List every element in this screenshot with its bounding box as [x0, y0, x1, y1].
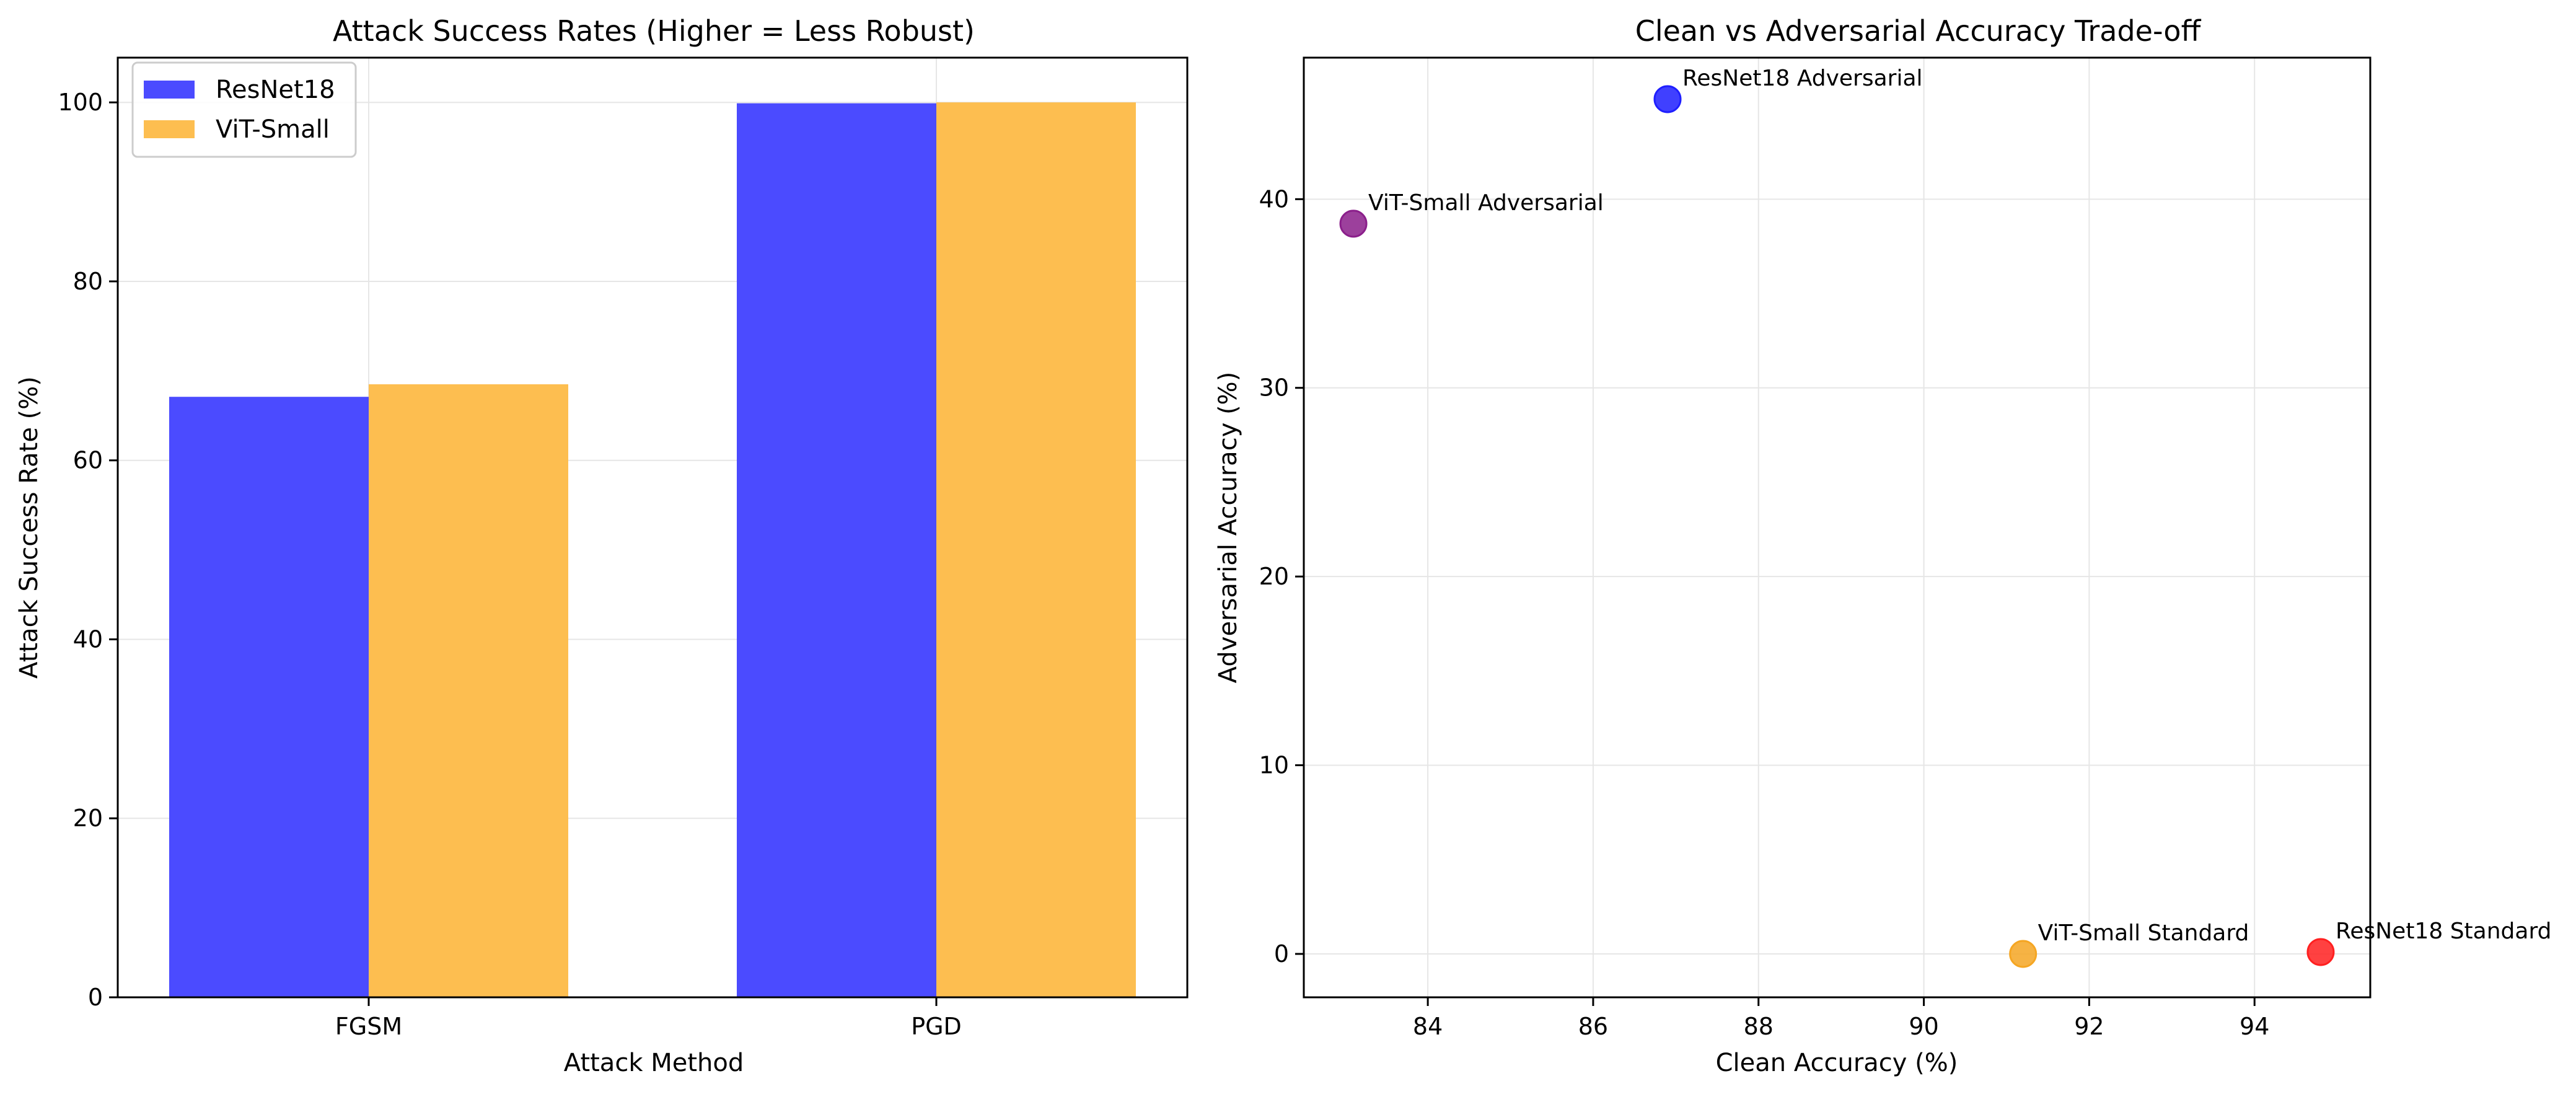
x-tick-label-92: 92 [2074, 1013, 2104, 1040]
x-tick-label-84: 84 [1413, 1013, 1443, 1040]
y-tick-label-30: 30 [1259, 374, 1289, 402]
bar-resnet18-fgsm [169, 397, 369, 997]
x-tick-label-pgd: PGD [911, 1013, 962, 1040]
bar-chart-bars [169, 102, 1136, 998]
scatter-chart-frame [1303, 56, 2372, 999]
scatter-chart-grid [1304, 58, 2370, 997]
bar-chart-legend: ResNet18 ViT-Small [131, 61, 357, 158]
legend-swatch-vit-small [144, 120, 195, 138]
scatter-chart-points: ResNet18 Adversarial ViT-Small Adversaria… [1339, 66, 2552, 968]
scatter-chart: Clean vs Adversarial Accuracy Trade-off … [1214, 14, 2551, 1077]
legend-swatch-resnet18 [144, 81, 195, 99]
x-tick-label-88: 88 [1744, 1013, 1774, 1040]
y-tick-label-40: 40 [73, 625, 103, 653]
y-tick-label-0: 0 [88, 984, 103, 1011]
point-label-vit-small-standard: ViT-Small Standard [2038, 920, 2249, 946]
legend-label-resnet18: ResNet18 [216, 76, 335, 104]
point-vit-small-adversarial [1339, 210, 1368, 238]
bar-chart-y-axis-label: Attack Success Rate (%) [15, 376, 43, 679]
scatter-chart-y-ticks: 0 10 20 30 40 [1259, 185, 1304, 968]
bar-chart-x-ticks: FGSM PGD [335, 997, 962, 1040]
x-tick-label-fgsm: FGSM [335, 1013, 402, 1040]
y-tick-label-100: 100 [58, 89, 103, 116]
bar-vit-small-pgd [936, 102, 1136, 998]
bar-chart: Attack Success Rates (Higher = Less Robu… [15, 14, 1189, 1077]
point-vit-small-standard [2009, 940, 2038, 968]
bar-resnet18-pgd [737, 103, 936, 998]
scatter-chart-title: Clean vs Adversarial Accuracy Trade-off [1635, 14, 2202, 48]
point-label-vit-small-adversarial: ViT-Small Adversarial [1368, 190, 1604, 216]
scatter-chart-y-axis-label: Adversarial Accuracy (%) [1214, 372, 1242, 684]
y-tick-label-0: 0 [1274, 940, 1289, 968]
point-label-resnet18-adversarial: ResNet18 Adversarial [1682, 66, 1923, 91]
point-label-resnet18-standard: ResNet18 Standard [2336, 919, 2552, 944]
x-tick-label-94: 94 [2240, 1013, 2269, 1040]
y-tick-label-20: 20 [73, 805, 103, 832]
bar-vit-small-fgsm [369, 384, 568, 997]
bar-chart-frame [116, 56, 1189, 999]
point-resnet18-adversarial [1653, 85, 1682, 113]
y-tick-label-10: 10 [1259, 752, 1289, 779]
point-resnet18-standard [2306, 938, 2335, 966]
legend-label-vit-small: ViT-Small [216, 115, 330, 144]
bar-chart-x-axis-label: Attack Method [564, 1049, 744, 1077]
bar-chart-y-ticks: 0 20 40 60 80 100 [58, 89, 118, 1011]
scatter-chart-x-axis-label: Clean Accuracy (%) [1716, 1049, 1958, 1077]
scatter-chart-x-ticks: 84 86 88 90 92 94 [1413, 997, 2269, 1040]
y-tick-label-20: 20 [1259, 563, 1289, 590]
y-tick-label-60: 60 [73, 447, 103, 474]
x-tick-label-90: 90 [1909, 1013, 1938, 1040]
x-tick-label-86: 86 [1578, 1013, 1608, 1040]
y-tick-label-40: 40 [1259, 185, 1289, 213]
y-tick-label-80: 80 [73, 268, 103, 295]
bar-chart-title: Attack Success Rates (Higher = Less Robu… [333, 14, 975, 48]
